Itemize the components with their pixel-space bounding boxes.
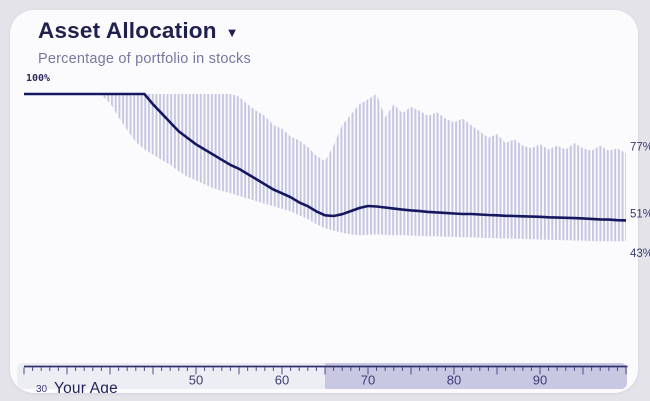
asset-allocation-dropdown[interactable]: Asset Allocation ▼ bbox=[38, 18, 239, 44]
chevron-down-icon: ▼ bbox=[225, 25, 239, 40]
y-axis-top-label: 100% bbox=[26, 73, 51, 84]
page-title: Asset Allocation bbox=[38, 18, 217, 43]
x-axis-title: Your Age bbox=[54, 380, 118, 393]
chart-subtitle: Percentage of portfolio in stocks bbox=[38, 51, 251, 67]
asset-allocation-card: Asset Allocation ▼ Percentage of portfol… bbox=[10, 10, 638, 393]
x-axis-start-tick-label: 30 bbox=[36, 384, 48, 393]
retirement-age-highlight bbox=[325, 363, 627, 389]
